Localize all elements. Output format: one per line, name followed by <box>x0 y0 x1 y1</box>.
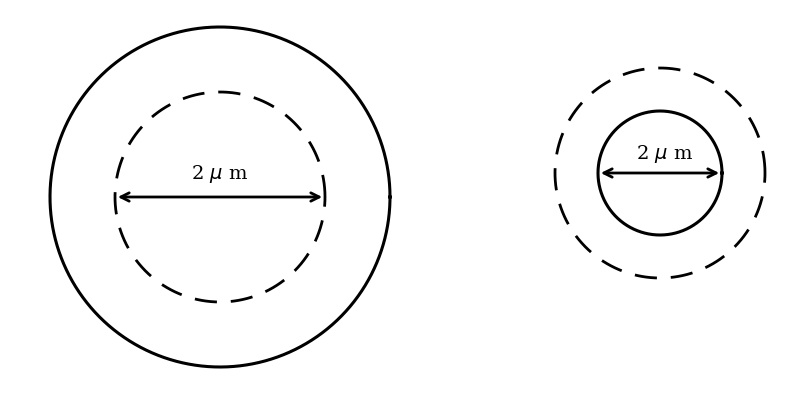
Text: 2 $\mu$ m: 2 $\mu$ m <box>637 143 694 165</box>
Text: 2 $\mu$ m: 2 $\mu$ m <box>191 163 249 185</box>
